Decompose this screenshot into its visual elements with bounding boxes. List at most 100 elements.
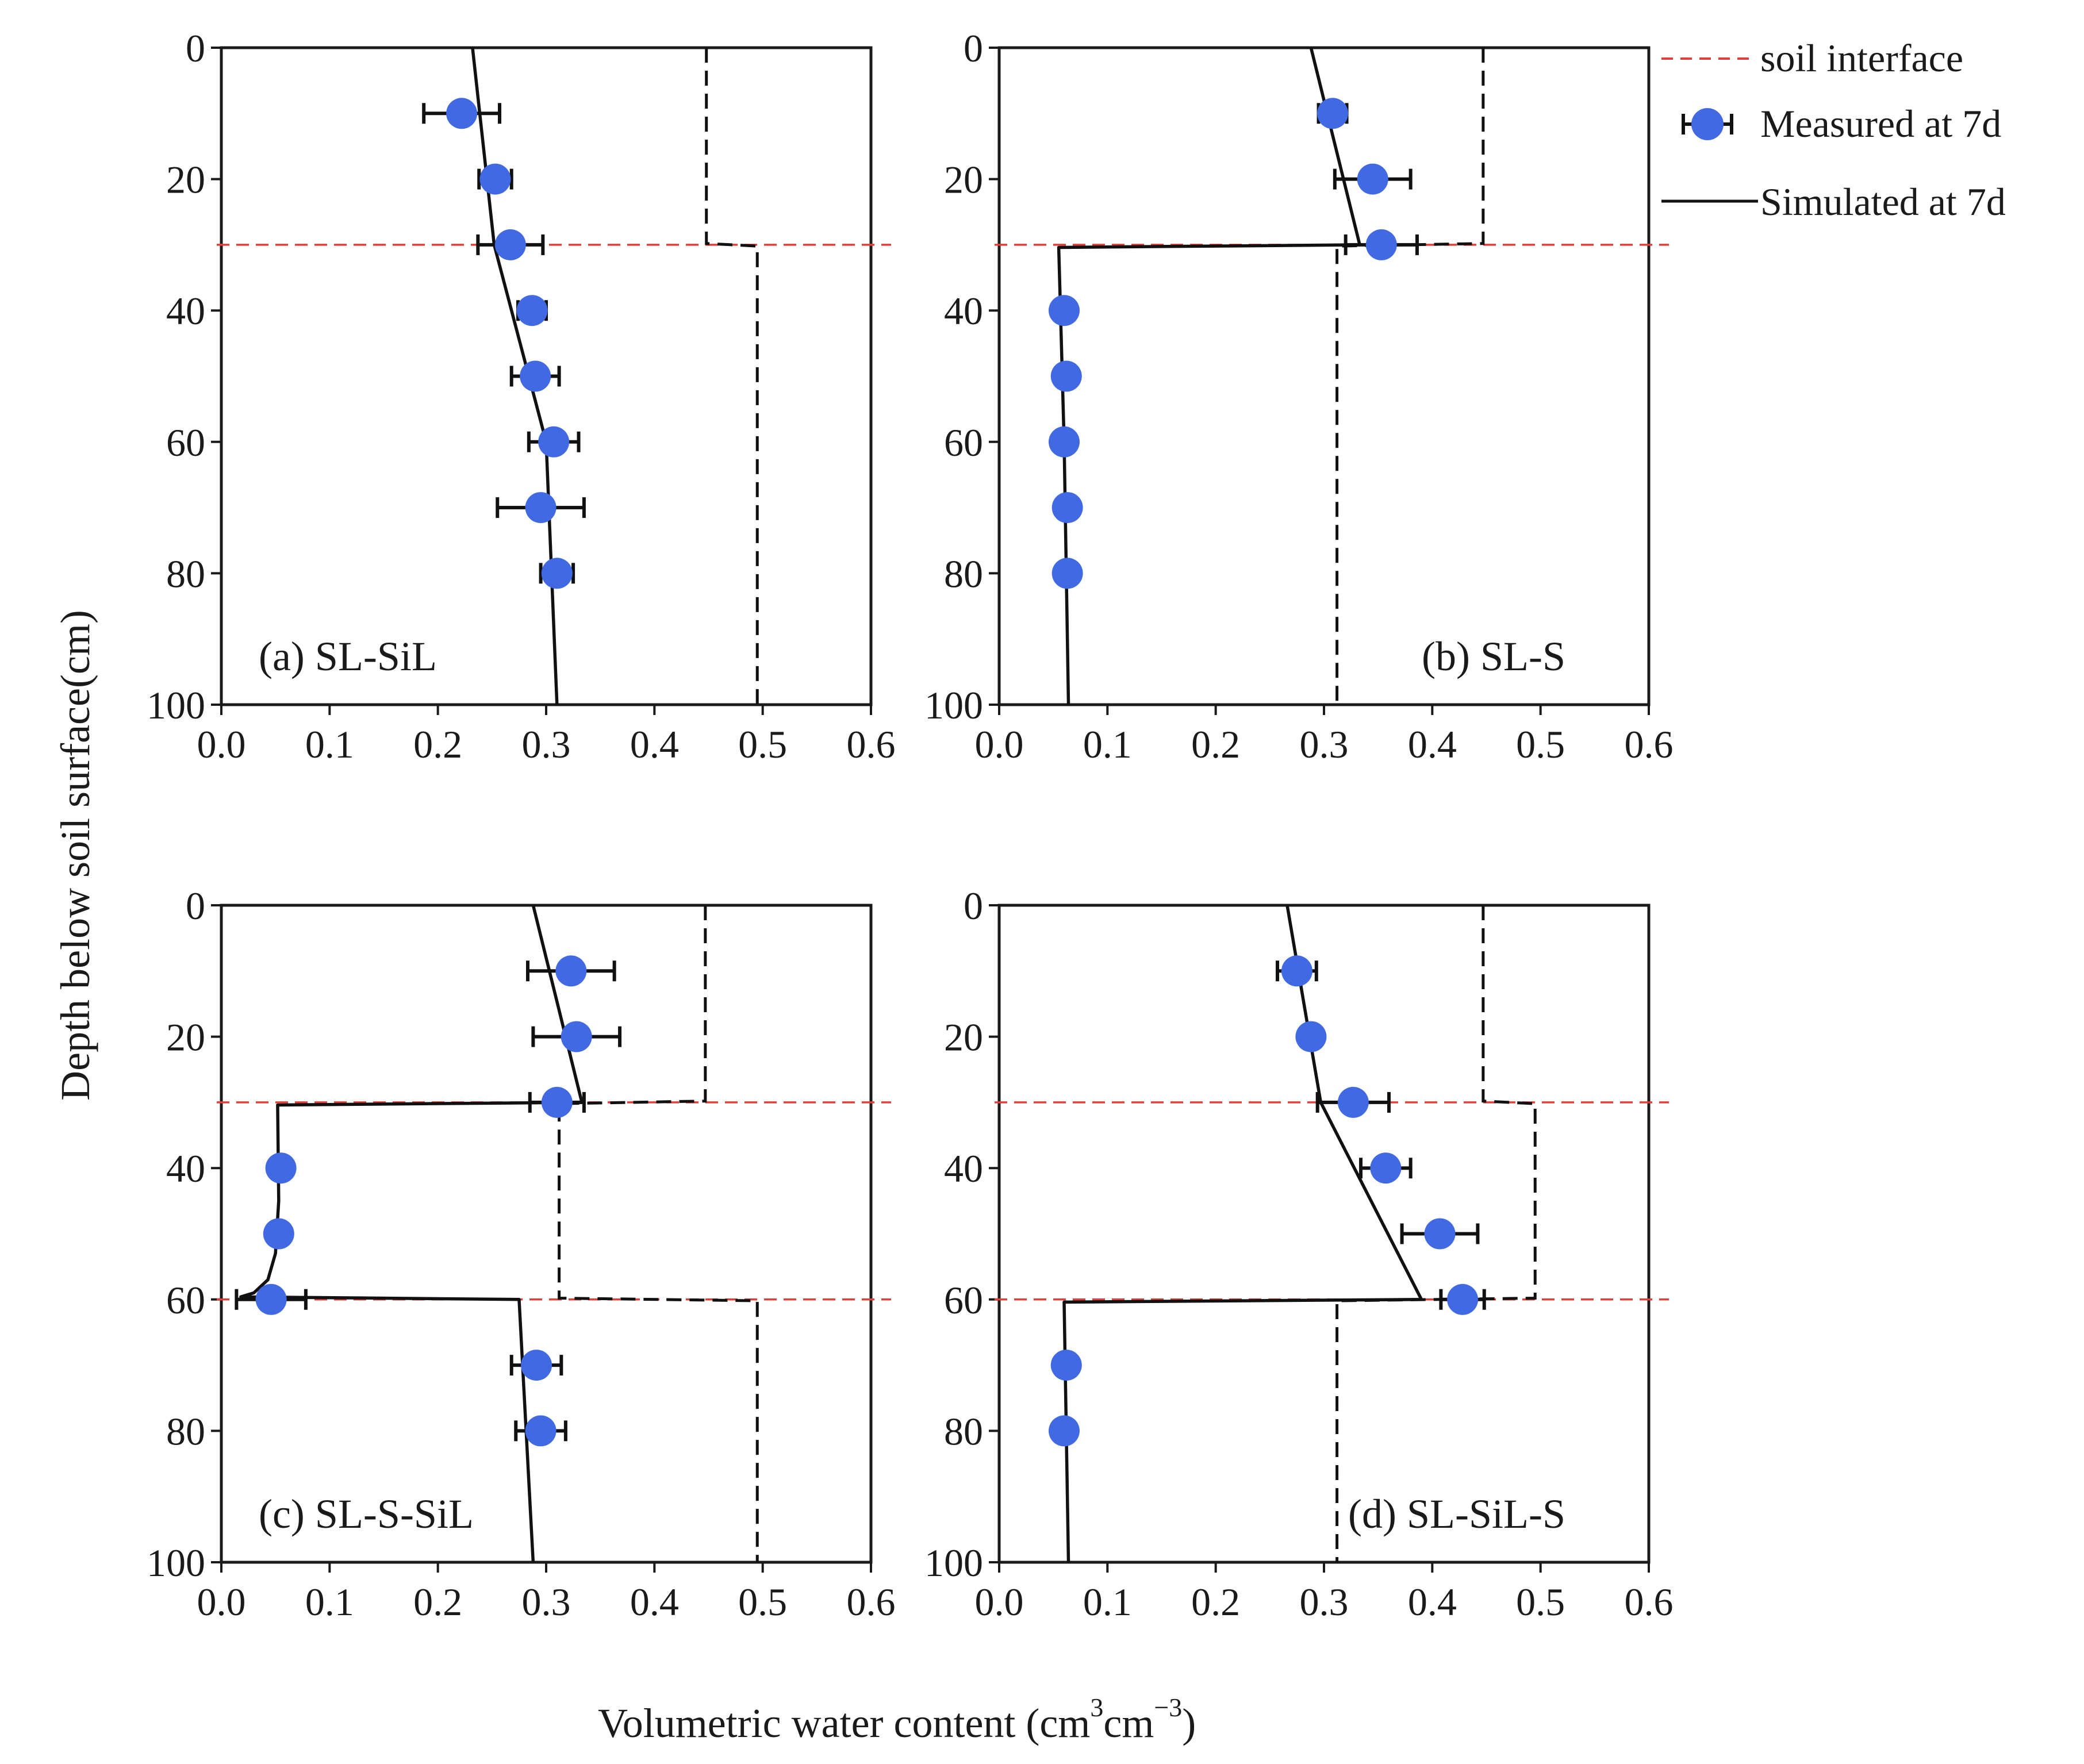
panels-layer: 0.0 0.1 0.2 0.3 0.4 0.5 0.6 0 20 40 60 80 100 (a) SL-… [147,26,1674,1624]
panel-b-measured-point [1049,426,1080,458]
panel-d-measured-point [1049,1415,1080,1447]
panel-c-x-tick-label: 0.0 [197,1580,246,1624]
panel-c-y-tick-label: 60 [166,1278,205,1322]
panel-a-x-tick-label: 0.3 [522,722,571,766]
panel-d-x-tick-label: 0.2 [1191,1580,1240,1624]
panel-a-y-tick-label: 60 [166,421,205,464]
panel-b-x-tick-label: 0.4 [1408,722,1457,766]
legend-measured-label: Measured at 7d [1760,102,2001,145]
panel-c-y-tick-label: 40 [166,1147,205,1190]
panel-d-y-tick-label: 20 [944,1016,983,1059]
panel-b-measured-point [1051,558,1083,589]
panel-b-y-tick-label: 60 [944,421,983,464]
panel-a-label: (a) SL-SiL [259,633,437,679]
panel-b-x-tick-label: 0.1 [1083,722,1132,766]
legend-interface-label: soil interface [1760,36,1963,80]
panel-a-measured-point [479,163,511,195]
panel-d-y-tick-label: 80 [944,1409,983,1453]
panel-a-y-tick-label: 0 [186,26,205,70]
panel-d-x-tick-label: 0.0 [975,1580,1024,1624]
x-axis-title-end: ) [1182,1700,1196,1746]
panel-d-y-tick-label: 60 [944,1278,983,1322]
legend: soil interface Measured at 7d Simulated … [1661,36,2006,224]
panel-a-x-tick-label: 0.6 [847,722,896,766]
panel-b-x-tick-label: 0.3 [1300,722,1349,766]
panel-b-reference-dashed-line [1335,48,1485,705]
panel-c-y-tick-label: 80 [166,1409,205,1453]
panel-a-measured-point [538,426,570,458]
panel-b-frame [997,46,1651,706]
panel-c-y-tick-label: 20 [166,1016,205,1059]
panel-a-measured-point [446,98,478,129]
panel-d-measured-point [1295,1021,1327,1052]
panel-d-x-tick-label: 0.1 [1083,1580,1132,1624]
panel-b-measured-point [1050,360,1082,392]
x-axis-title-sup1: 3 [1090,1693,1103,1722]
panel-d-y-tick-label: 0 [964,884,983,928]
panel-d-frame [997,904,1651,1564]
panel-d-measured-point [1281,955,1312,987]
panel-d-measured-point [1370,1152,1402,1184]
panel-d-x-tick-label: 0.4 [1408,1580,1457,1624]
panel-b-x-tick-label: 0.0 [975,722,1024,766]
panel-d-x-tick-label: 0.6 [1625,1580,1674,1624]
panel-c-simulated-line [239,905,584,1563]
panel-c-x-tick-label: 0.3 [522,1580,571,1624]
panel-a-measured-point [520,360,551,392]
panel-c-frame [220,904,873,1564]
panel-d-simulated-line [1062,905,1423,1563]
panel-a-measured-point [516,295,548,326]
panel-b-simulated-line [1057,47,1361,705]
panel-c-x-tick-label: 0.4 [630,1580,679,1624]
panel-b-measured-point [1357,163,1388,195]
panel-b-x-tick-label: 0.5 [1516,722,1565,766]
panel-d-reference-dashed-line [1335,905,1537,1562]
x-axis-title-main: Volumetric water content (cm [598,1700,1090,1746]
panel-d-y-tick-label: 100 [924,1541,983,1585]
panel-b-y-tick-label: 40 [944,289,983,333]
panel-b-label: (b) SL-S [1422,633,1565,679]
panel-a-x-tick-label: 0.0 [197,722,246,766]
panel-b-x-tick-label: 0.6 [1625,722,1674,766]
panel-c-reference-dashed-line [558,905,759,1562]
panel-a-measured-point [494,229,526,260]
panel-b-x-tick-label: 0.2 [1191,722,1240,766]
panel-a: 0.0 0.1 0.2 0.3 0.4 0.5 0.6 0 20 40 60 80 100 (a) SL-… [147,26,896,766]
panel-b-y-tick-label: 0 [964,26,983,70]
panel-d-measured-point [1050,1350,1082,1381]
panel-c-y-tick-label: 0 [186,884,205,928]
legend-simulated-label: Simulated at 7d [1760,180,2006,224]
panel-d-label: (d) SL-SiL-S [1348,1491,1565,1537]
panel-a-y-tick-label: 80 [166,552,205,595]
panel-c-label: (c) SL-S-SiL [259,1491,474,1537]
legend-measured-marker [1691,108,1724,140]
panel-c-y-tick-label: 100 [147,1541,205,1585]
panel-d-measured-point [1337,1086,1369,1118]
panel-b-y-tick-label: 20 [944,158,983,202]
panel-c-measured-point [525,1415,556,1447]
panel-c-measured-point [263,1218,294,1250]
panel-c-measured-point [255,1283,287,1315]
x-axis-title-sup2: −3 [1154,1693,1182,1722]
panel-b-measured-point [1365,229,1397,260]
panel-a-x-tick-label: 0.2 [413,722,462,766]
panel-b-measured-point [1317,98,1349,129]
panel-c-measured-point [561,1021,592,1052]
panel-a-measured-point [525,492,556,524]
panel-c: 0.0 0.1 0.2 0.3 0.4 0.5 0.6 0 20 40 60 80 100 (c) SL-… [147,884,896,1624]
panel-c-x-tick-label: 0.1 [305,1580,354,1624]
panel-b-y-tick-label: 100 [924,683,983,727]
panel-d-x-tick-label: 0.5 [1516,1580,1565,1624]
panel-a-x-tick-label: 0.1 [305,722,354,766]
panel-d-measured-point [1424,1218,1456,1250]
y-axis-title: Depth below soil surface(cm) [52,610,98,1101]
panel-c-measured-point [521,1350,552,1381]
panel-d: 0.0 0.1 0.2 0.3 0.4 0.5 0.6 0 20 40 60 80 100 (d) SL-… [924,884,1674,1624]
panel-d-measured-point [1447,1283,1479,1315]
panel-c-measured-point [555,955,587,987]
panel-d-y-tick-label: 40 [944,1147,983,1190]
panel-a-x-tick-label: 0.4 [630,722,679,766]
panel-c-measured-point [265,1152,297,1184]
panel-d-x-tick-label: 0.3 [1300,1580,1349,1624]
